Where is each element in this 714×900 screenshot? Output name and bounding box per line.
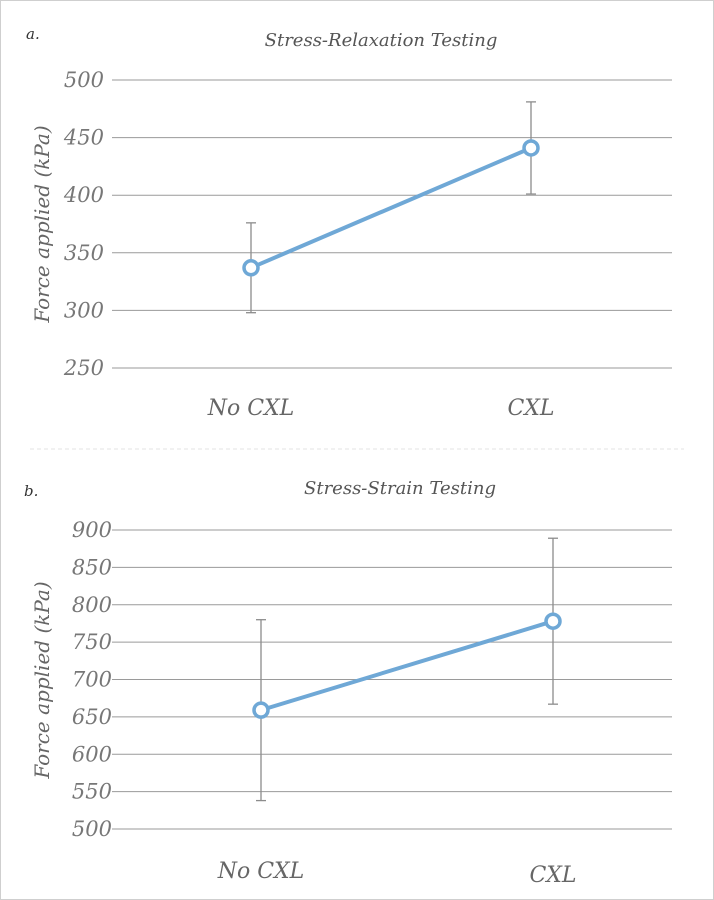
panel-0-data-point bbox=[242, 259, 260, 277]
panel-0-x-category-label: No CXL bbox=[207, 396, 295, 421]
panel-0-y-tick-label: 400 bbox=[63, 183, 104, 207]
panel-b-letter: b. bbox=[24, 482, 38, 500]
panel-0-y-tick-label: 500 bbox=[64, 68, 104, 92]
panel-1-y-tick-label: 700 bbox=[72, 668, 112, 692]
panel-0-y-tick-label: 300 bbox=[64, 298, 104, 322]
panel-a: a. Stress-Relaxation Testing Force appli… bbox=[26, 25, 672, 421]
panel-1-series-line bbox=[259, 619, 555, 713]
panel-1-y-tick-label: 550 bbox=[72, 780, 112, 804]
panel-1-y-tick-label: 500 bbox=[72, 817, 112, 841]
panel-a-letter: a. bbox=[26, 25, 40, 43]
panel-1-y-tick-label: 800 bbox=[72, 593, 112, 617]
panel-1-data-point bbox=[252, 701, 270, 719]
panel-1-y-tick-label: 600 bbox=[72, 742, 112, 766]
panel-1-data-point bbox=[544, 612, 562, 630]
panel-0-data-point bbox=[522, 139, 540, 157]
panel-1-y-tick-label: 900 bbox=[72, 518, 112, 542]
panel-1-x-category-label: No CXL bbox=[217, 859, 305, 884]
panel-0-x-category-label: CXL bbox=[507, 396, 554, 421]
panel-1-y-tick-label: 650 bbox=[72, 705, 112, 729]
panel-a-y-axis-label: Force applied (kPa) bbox=[30, 125, 54, 323]
panel-b-title: Stress-Strain Testing bbox=[304, 478, 496, 499]
panel-b-y-axis-label: Force applied (kPa) bbox=[30, 581, 54, 779]
panel-b: b. Stress-Strain Testing Force applied (… bbox=[24, 478, 672, 888]
panel-0-y-tick-label: 450 bbox=[63, 126, 104, 150]
panel-1-y-tick-label: 850 bbox=[72, 555, 112, 579]
panel-a-title: Stress-Relaxation Testing bbox=[265, 30, 498, 51]
panel-1-x-category-label: CXL bbox=[529, 863, 576, 888]
panel-1-y-tick-label: 750 bbox=[72, 630, 112, 654]
panel-0-y-tick-label: 350 bbox=[64, 241, 104, 265]
panel-0-series-line bbox=[249, 145, 533, 270]
panel-0-y-tick-label: 250 bbox=[63, 356, 104, 380]
